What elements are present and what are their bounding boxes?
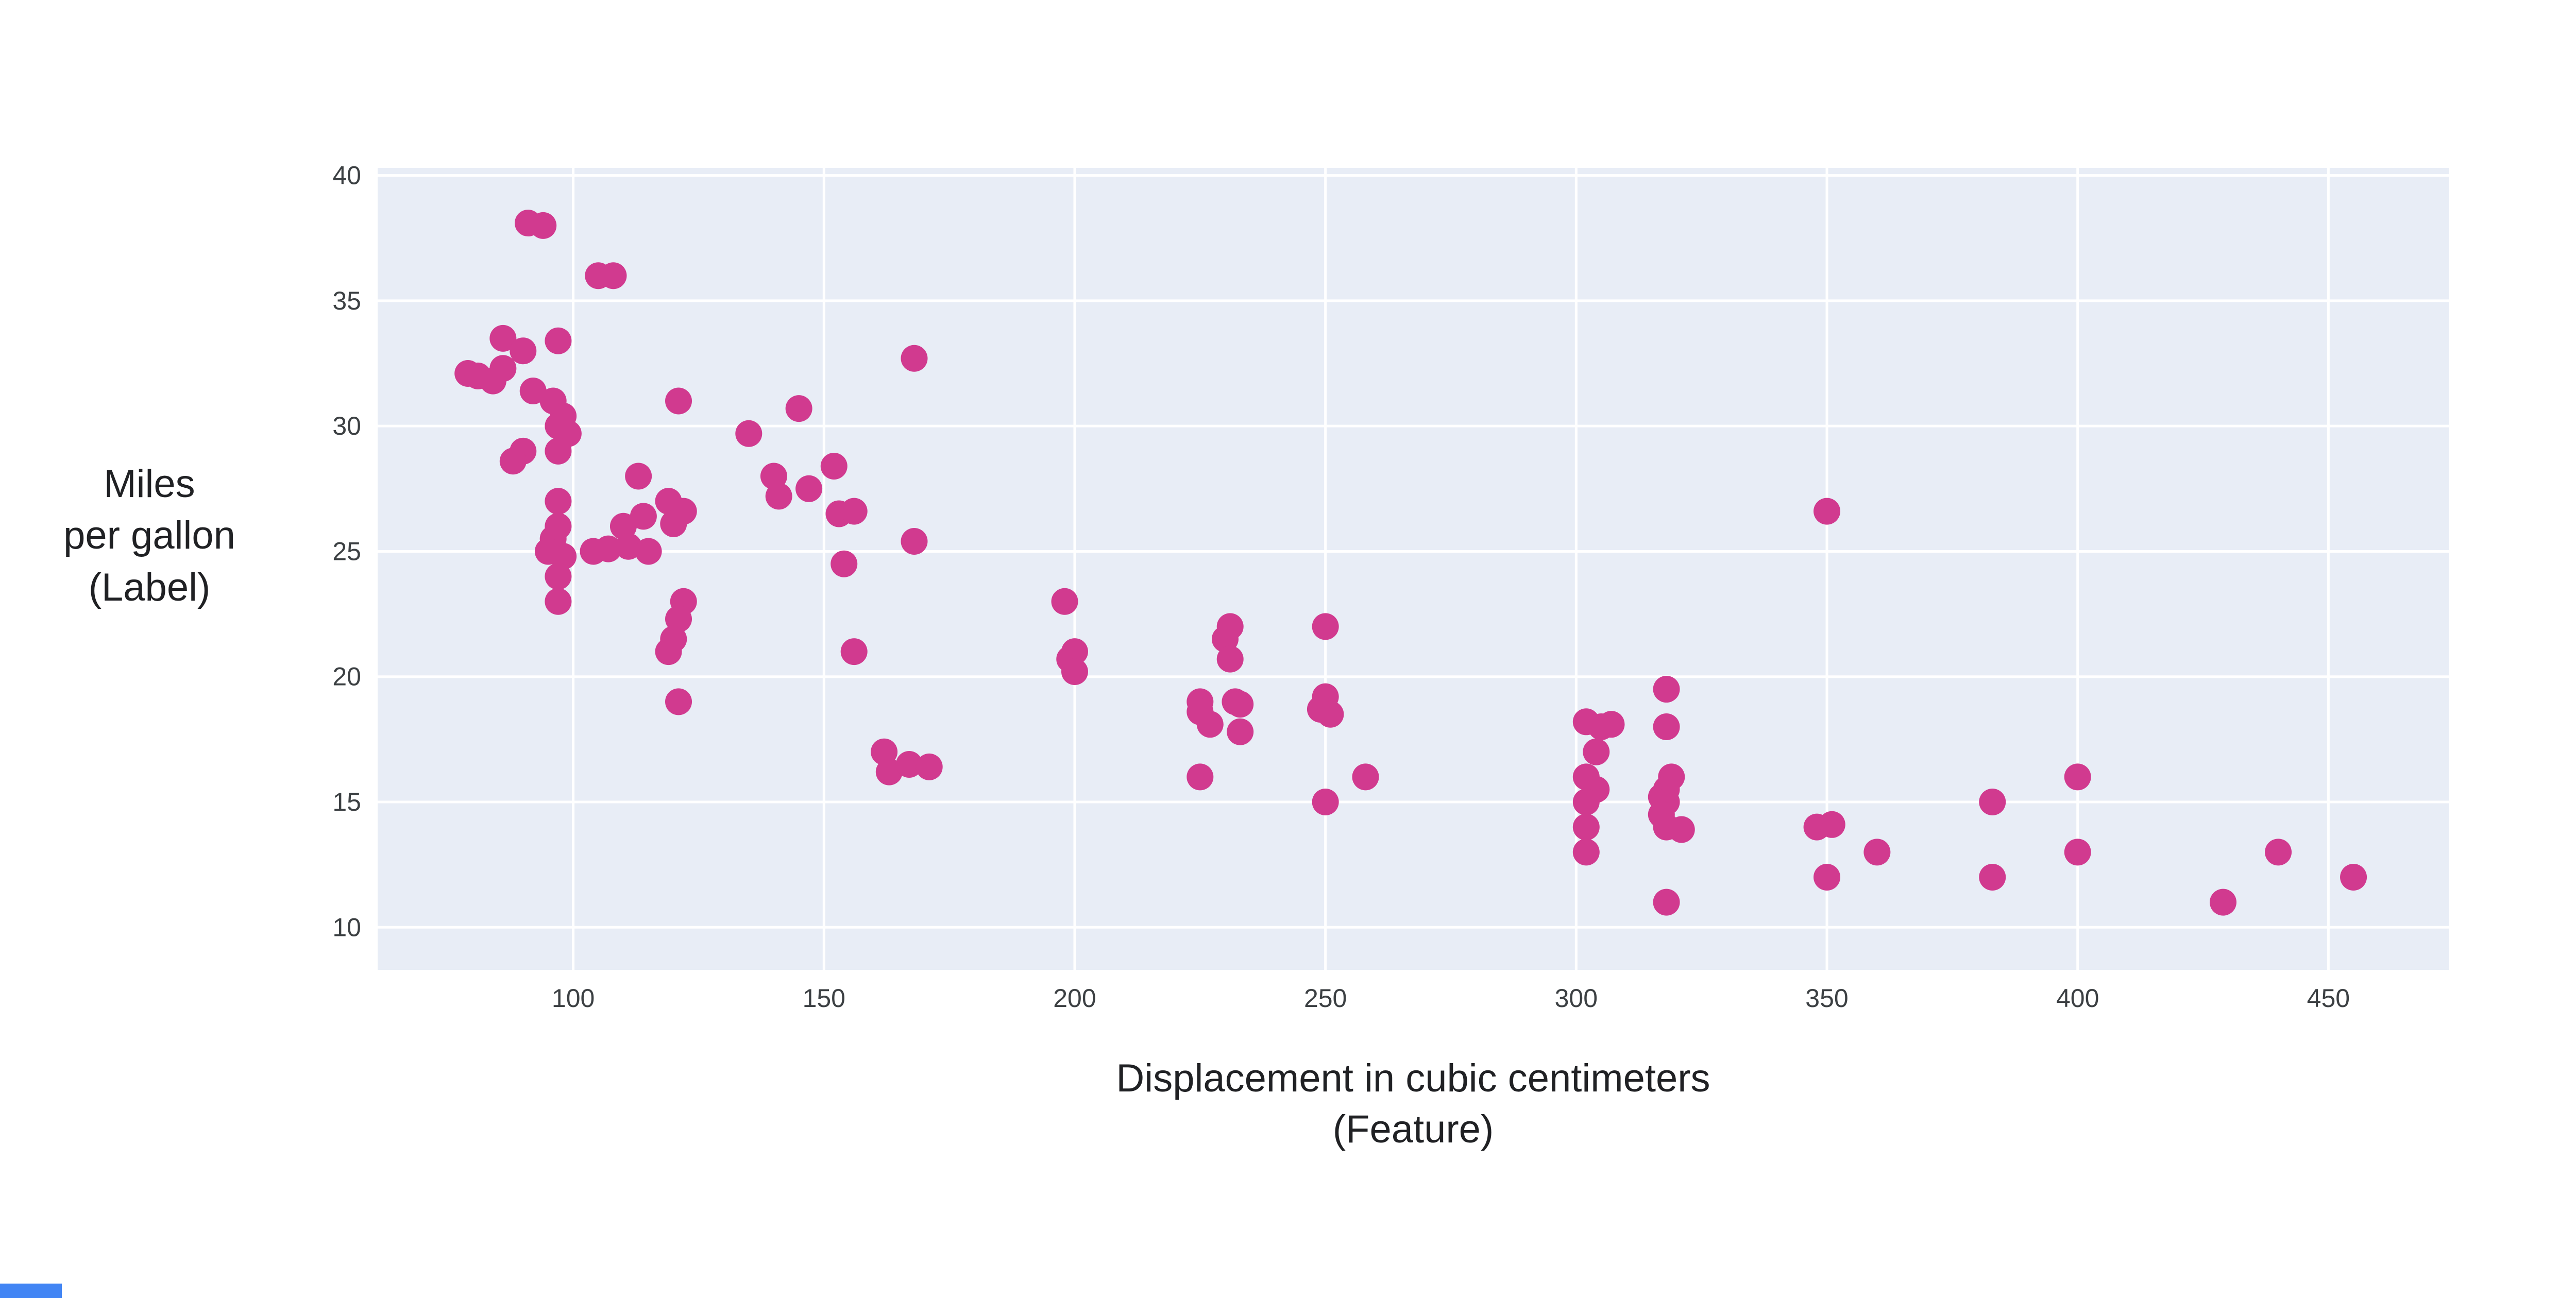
svg-text:20: 20 xyxy=(332,662,361,691)
bottom-left-accent-bar xyxy=(0,1284,62,1298)
svg-text:150: 150 xyxy=(803,984,845,1013)
svg-text:35: 35 xyxy=(332,286,361,315)
y-axis-title: Miles per gallon (Label) xyxy=(63,462,235,609)
svg-text:400: 400 xyxy=(2056,984,2099,1013)
svg-text:25: 25 xyxy=(332,537,361,566)
svg-text:350: 350 xyxy=(1805,984,1848,1013)
svg-text:10: 10 xyxy=(332,913,361,942)
svg-text:300: 300 xyxy=(1555,984,1598,1013)
svg-text:450: 450 xyxy=(2307,984,2350,1013)
svg-text:100: 100 xyxy=(552,984,595,1013)
x-axis-title: Displacement in cubic centimeters (Featu… xyxy=(1116,1056,1710,1151)
svg-text:250: 250 xyxy=(1304,984,1347,1013)
svg-text:40: 40 xyxy=(332,161,361,190)
svg-text:30: 30 xyxy=(332,412,361,440)
svg-text:15: 15 xyxy=(332,788,361,816)
svg-text:200: 200 xyxy=(1053,984,1096,1013)
